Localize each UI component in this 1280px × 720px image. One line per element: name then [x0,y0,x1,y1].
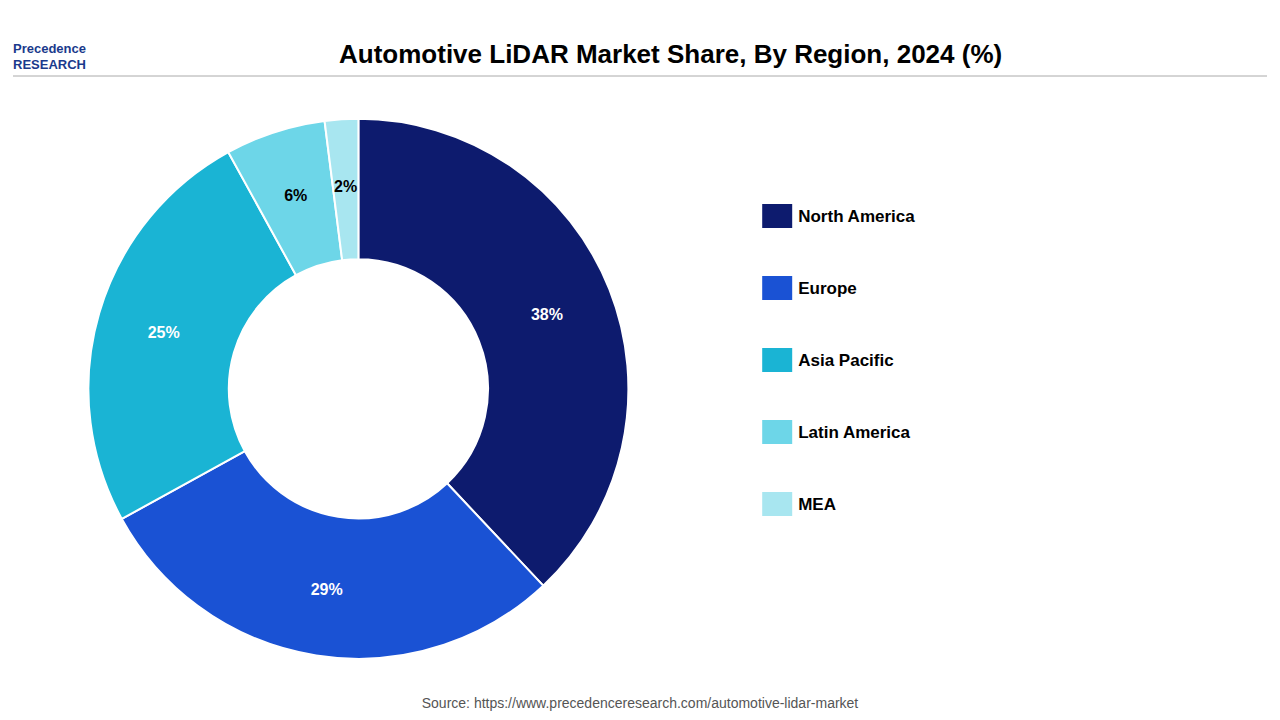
svg-text:MEA: MEA [798,495,836,514]
svg-text:Asia Pacific: Asia Pacific [798,351,893,370]
svg-text:29%: 29% [311,581,343,598]
svg-text:38%: 38% [531,306,563,323]
svg-text:Latin America: Latin America [798,423,910,442]
svg-text:Precedence: Precedence [13,41,86,56]
svg-text:2%: 2% [334,178,357,195]
svg-text:6%: 6% [284,187,307,204]
svg-text:RESEARCH: RESEARCH [13,57,86,72]
svg-text:25%: 25% [148,324,180,341]
svg-text:Source: https://www.precedence: Source: https://www.precedenceresearch.c… [422,695,859,711]
svg-text:Europe: Europe [798,279,857,298]
svg-text:Automotive LiDAR Market Share,: Automotive LiDAR Market Share, By Region… [339,39,1002,69]
svg-text:North America: North America [798,207,915,226]
